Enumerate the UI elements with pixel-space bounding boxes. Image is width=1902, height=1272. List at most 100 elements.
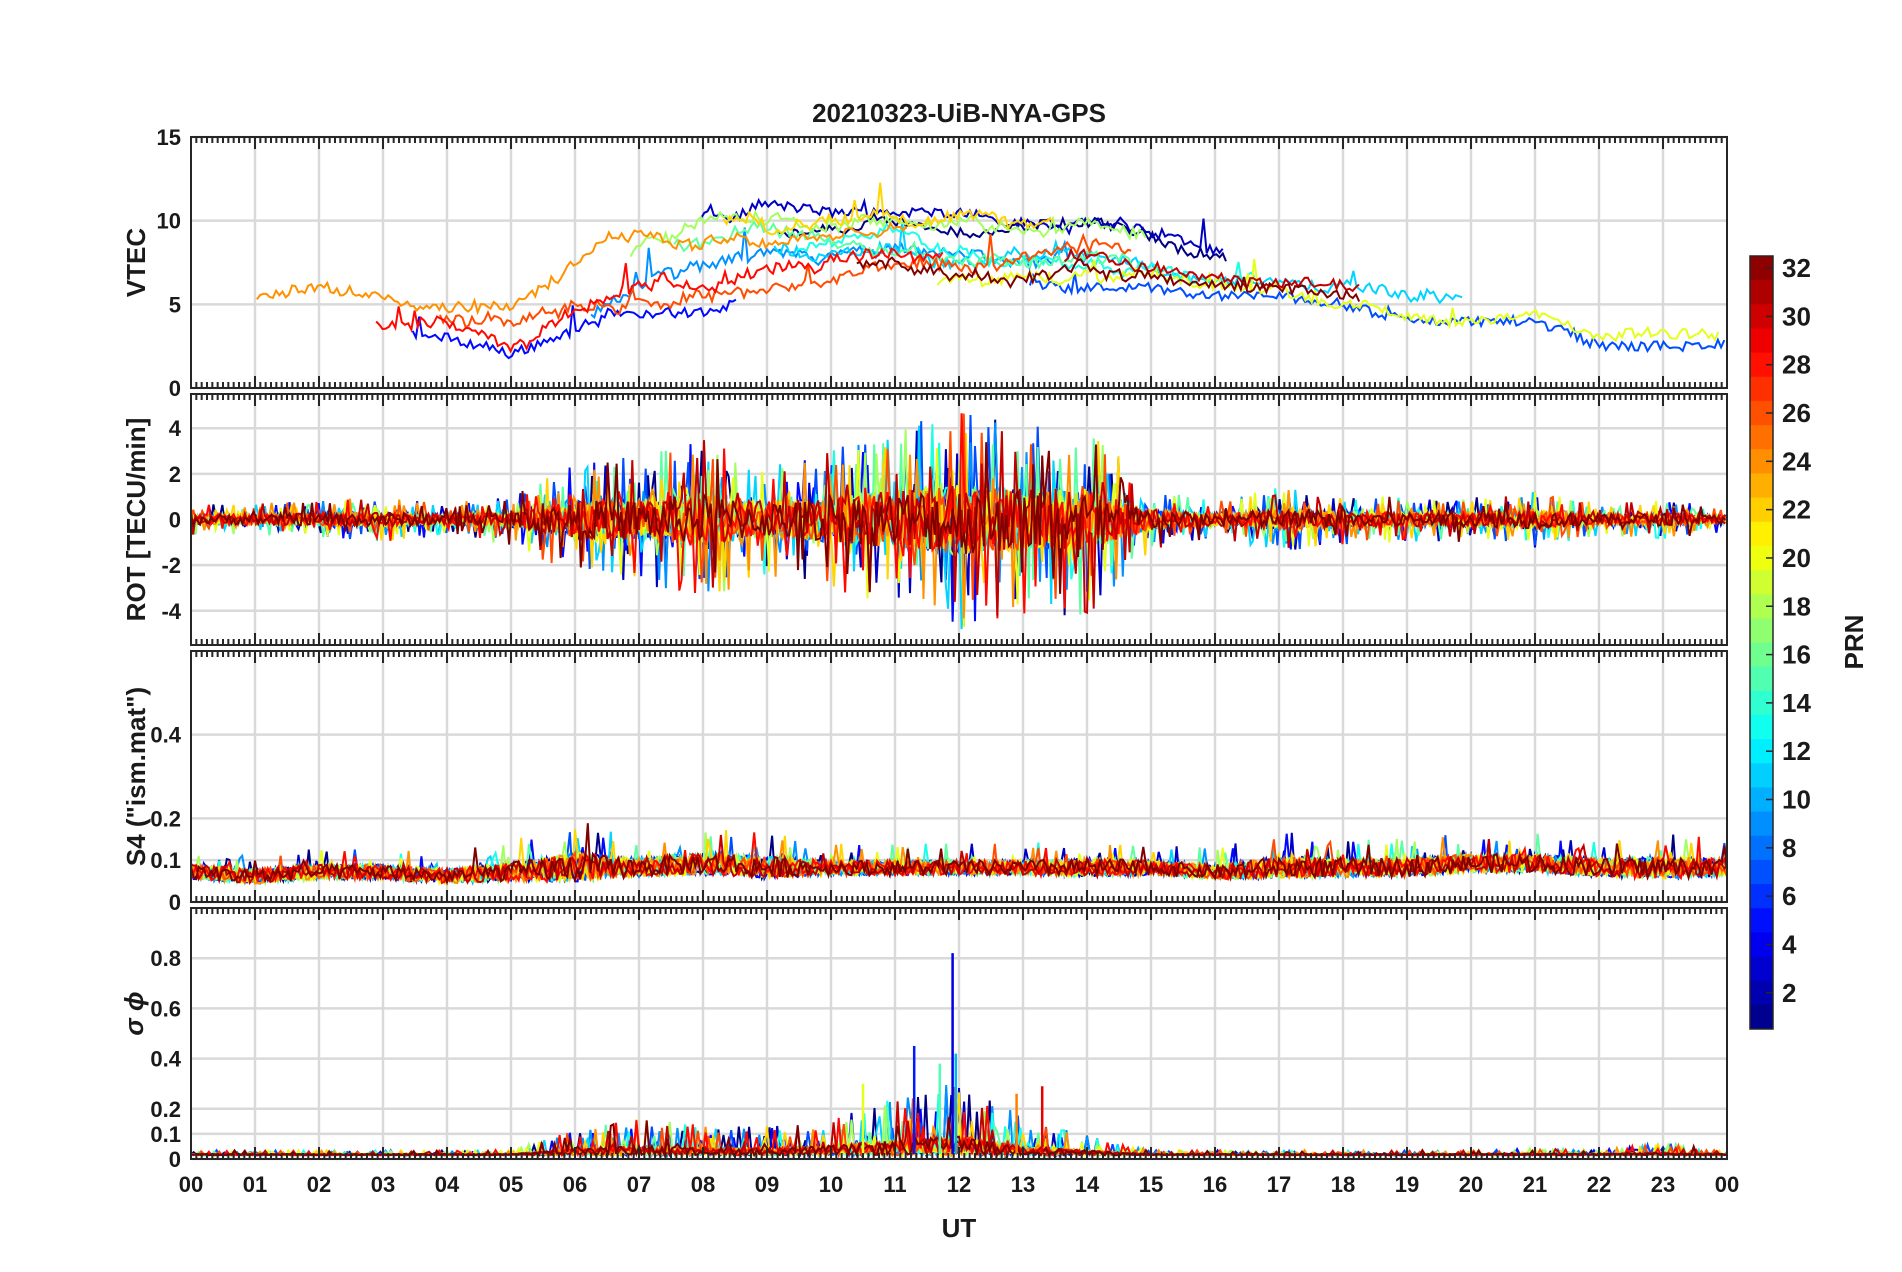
colorbar-tick-label: 22 xyxy=(1782,495,1811,525)
y-tick-label-vtec: 5 xyxy=(169,292,181,317)
colorbar-bin xyxy=(1750,425,1773,450)
colorbar-bin xyxy=(1750,449,1773,474)
traces-rot xyxy=(191,413,1727,630)
x-axis-label: UT xyxy=(942,1213,977,1243)
y-tick-label-sigma: 0.2 xyxy=(150,1097,181,1122)
colorbar-bin xyxy=(1750,1004,1773,1030)
y-tick-label-sigma: 0.1 xyxy=(150,1122,181,1147)
y-tick-label-s4: 0 xyxy=(169,890,181,915)
x-tick-label: 10 xyxy=(819,1172,843,1197)
colorbar-bin xyxy=(1750,352,1773,378)
y-tick-label-sigma: 0.6 xyxy=(150,996,181,1021)
series-vtec-prn-trace xyxy=(700,197,1224,257)
colorbar-bin xyxy=(1750,787,1773,813)
traces-s4 xyxy=(191,823,1727,887)
y-tick-label-s4: 0.2 xyxy=(150,806,181,831)
y-tick-label-rot: -2 xyxy=(161,553,181,578)
series-vtec-prn-trace xyxy=(673,220,1133,270)
colorbar-bin xyxy=(1750,932,1773,958)
colorbar-bin xyxy=(1750,666,1773,692)
panel-rot: -4 -2 0 2 4 ROT [TECU/min] xyxy=(121,393,1728,646)
y-tick-label-rot: 0 xyxy=(169,508,181,533)
x-tick-label: 09 xyxy=(755,1172,779,1197)
colorbar-bin xyxy=(1750,714,1773,740)
colorbar-bin xyxy=(1750,690,1773,716)
colorbar-bin xyxy=(1750,400,1773,426)
x-tick-label: 04 xyxy=(435,1172,460,1197)
colorbar-bin xyxy=(1750,642,1773,668)
colorbar-tick-label: 28 xyxy=(1782,350,1811,380)
colorbar-tick-label: 14 xyxy=(1782,688,1811,718)
x-tick-label: 02 xyxy=(307,1172,331,1197)
colorbar-tick-label: 4 xyxy=(1782,929,1797,959)
colorbar-tick-label: 12 xyxy=(1782,736,1811,766)
colorbar-bin xyxy=(1750,473,1773,499)
y-axis-label-sigma: σ ϕ xyxy=(119,991,149,1035)
x-axis: 00 01 02 03 04 05 06 07 08 09 10 11 12 13 14 15 16 17 18 19… xyxy=(179,1172,1739,1197)
x-tick-label: 01 xyxy=(243,1172,267,1197)
x-tick-label: 21 xyxy=(1523,1172,1547,1197)
y-tick-label-vtec: 10 xyxy=(157,209,181,234)
x-tick-label: 17 xyxy=(1267,1172,1291,1197)
series-vtec-prn-trace xyxy=(375,247,944,354)
series-vtec-prn-trace xyxy=(256,221,908,316)
colorbar-bin xyxy=(1750,304,1773,329)
panel-vtec: 0 5 10 15 VTEC xyxy=(121,125,1728,401)
traces-vtec xyxy=(256,183,1727,358)
y-axis-label-vtec: VTEC xyxy=(121,228,151,298)
x-tick-label: 07 xyxy=(627,1172,651,1197)
series-vtec-prn-trace xyxy=(856,256,1361,302)
x-tick-label: 11 xyxy=(883,1172,906,1197)
colorbar-bin xyxy=(1750,835,1773,861)
series-vtec-prn-trace xyxy=(936,258,1720,343)
colorbar-bin xyxy=(1750,594,1773,619)
colorbar-bin xyxy=(1750,280,1773,305)
x-tick-label: 06 xyxy=(563,1172,587,1197)
colorbar-bin xyxy=(1750,570,1773,595)
y-axis-label-s4: S4 ("ism.mat") xyxy=(121,687,151,866)
y-tick-label-s4: 0.4 xyxy=(150,723,181,748)
panel-s4: 0 0.1 0.2 0.4S4 ("ism.mat") xyxy=(121,650,1728,915)
colorbar-tick-label: 16 xyxy=(1782,640,1811,670)
y-tick-label-vtec: 15 xyxy=(157,125,181,150)
panel-sigma: 00.10.2 0.4 0.6 0.8σ ϕ xyxy=(119,907,1728,1172)
colorbar-tick-label: 18 xyxy=(1782,591,1811,621)
y-axis-label-rot: ROT [TECU/min] xyxy=(121,418,151,622)
x-tick-label: 00 xyxy=(179,1172,203,1197)
colorbar-tick-label: 24 xyxy=(1782,446,1811,476)
x-tick-label: 00 xyxy=(1715,1172,1739,1197)
x-tick-label: 05 xyxy=(499,1172,523,1197)
colorbar-tick-label: 26 xyxy=(1782,398,1811,428)
x-tick-label: 16 xyxy=(1203,1172,1227,1197)
colorbar-bin xyxy=(1750,376,1773,402)
colorbar-bin xyxy=(1750,763,1773,788)
x-tick-label: 14 xyxy=(1075,1172,1100,1197)
x-tick-label: 03 xyxy=(371,1172,395,1197)
colorbar-tick-label: 10 xyxy=(1782,785,1811,815)
series-s4-prn-trace xyxy=(191,832,1727,885)
y-tick-label-sigma: 0.4 xyxy=(150,1047,181,1072)
colorbar-label: PRN xyxy=(1839,615,1869,670)
x-tick-label: 13 xyxy=(1011,1172,1035,1197)
colorbar-bin xyxy=(1750,956,1773,982)
colorbar-tick-label: 2 xyxy=(1782,978,1796,1008)
y-tick-label-sigma: 0 xyxy=(169,1147,181,1172)
y-tick-label-rot: -4 xyxy=(161,599,181,624)
x-tick-label: 23 xyxy=(1651,1172,1675,1197)
colorbar-bin xyxy=(1750,256,1773,281)
y-tick-label-rot: 2 xyxy=(169,462,181,487)
colorbar-bin xyxy=(1750,545,1773,571)
x-tick-label: 20 xyxy=(1459,1172,1483,1197)
colorbar-bin xyxy=(1750,521,1773,547)
y-tick-label-vtec: 0 xyxy=(169,376,181,401)
colorbar-bin xyxy=(1750,884,1773,909)
colorbar-tick-label: 30 xyxy=(1782,301,1811,331)
x-tick-label: 19 xyxy=(1395,1172,1419,1197)
x-tick-label: 08 xyxy=(691,1172,715,1197)
colorbar-tick-label: 6 xyxy=(1782,881,1796,911)
x-tick-label: 18 xyxy=(1331,1172,1355,1197)
colorbar-tick-label: 20 xyxy=(1782,543,1811,573)
